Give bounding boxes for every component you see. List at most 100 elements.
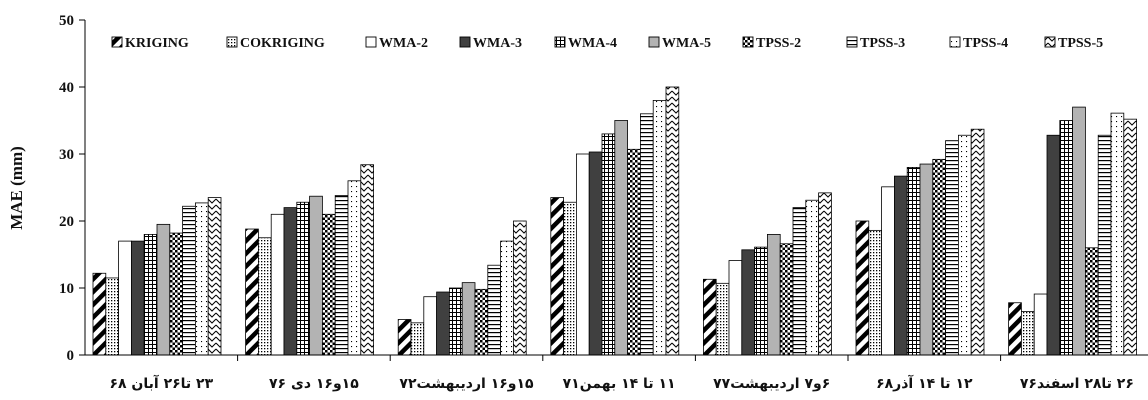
legend-swatch-wma-4: [554, 36, 566, 48]
bar-wma-3-0: [130, 240, 145, 356]
bar-tpss-2-5: [932, 158, 946, 356]
bar-tpss-4-5: [958, 134, 972, 356]
legend-label-wma-3: WMA-3: [473, 36, 522, 51]
x-category-label: ۱۲ تا ۱۴ آذر۶۸: [876, 374, 973, 392]
x-category-label: ۱۵و۱۶ دی ۷۶: [269, 376, 359, 392]
bar-wma-3-1: [283, 207, 298, 356]
legend-label-wma-2: WMA-2: [379, 36, 428, 51]
bar-tpss-2-2: [474, 288, 489, 356]
bar-tpss-4-1: [347, 180, 362, 356]
bar-tpss-4-2: [500, 240, 514, 356]
bar-tpss-3-3: [640, 113, 654, 356]
bar-tpss-2-1: [321, 213, 336, 356]
bar-tpss-5-1: [360, 164, 374, 356]
legend-swatch-tpss-5: [1044, 36, 1056, 48]
bar-tpss-5-6: [1123, 118, 1138, 356]
legend-label-wma-4: WMA-4: [568, 36, 617, 51]
y-tick-label: 50: [59, 13, 74, 29]
bar-wma-5-1: [309, 195, 323, 356]
legend-label-kriging: KRIGING: [125, 36, 189, 51]
x-category-label: ۱۵و۱۶ اردیبهشت۷۲: [399, 376, 534, 392]
legend-swatch-tpss-2: [742, 36, 754, 48]
bar-cokriging-3: [563, 201, 577, 356]
bar-wma-2-3: [576, 153, 590, 356]
y-tick-label: 20: [59, 214, 74, 230]
bar-kriging-3: [550, 197, 564, 356]
bar-cokriging-4: [715, 282, 730, 356]
x-category-labels: ۲۳ تا۲۶ آبان ۶۸ ۱۵و۱۶ دی ۷۶ ۱۵و۱۶ اردیبهشت…: [109, 355, 1134, 392]
legend-swatch-wma-3: [459, 36, 471, 48]
legend-label-wma-5: WMA-5: [662, 36, 711, 51]
bar-tpss-4-4: [805, 199, 819, 356]
bar-cokriging-2: [410, 322, 425, 356]
bar-wma-2-6: [1033, 293, 1048, 356]
y-axis-label: MAE (mm): [7, 146, 26, 230]
bar-tpss-4-0: [194, 202, 209, 356]
legend-label-tpss-2: TPSS-2: [756, 36, 801, 51]
bar-wma-2-5: [881, 186, 895, 356]
y-tick-label: 30: [59, 147, 74, 163]
bar-wma-4-2: [448, 287, 463, 356]
y-tick-label: 10: [59, 281, 74, 297]
bar-wma-5-6: [1072, 106, 1086, 356]
legend-swatch-tpss-4: [949, 36, 961, 48]
bar-tpss-3-5: [945, 140, 959, 356]
bar-cokriging-1: [257, 237, 272, 356]
y-tick-label: 40: [59, 80, 74, 96]
bar-tpss-5-5: [970, 128, 985, 356]
bar-cokriging-5: [868, 229, 882, 356]
bar-tpss-5-0: [207, 197, 222, 356]
x-category-label: ۲۳ تا۲۶ آبان ۶۸: [109, 374, 213, 392]
bar-wma-4-3: [601, 133, 616, 356]
bar-wma-5-5: [919, 163, 934, 356]
y-tick-label: 0: [67, 348, 75, 364]
bar-wma-4-0: [143, 233, 158, 356]
bar-wma-3-4: [741, 249, 755, 356]
bar-tpss-4-3: [652, 100, 667, 356]
bar-tpss-5-4: [818, 192, 832, 356]
bar-kriging-5: [855, 220, 870, 356]
legend-swatch-tpss-3: [846, 36, 858, 48]
legend: KRIGING COKRIGING WMA-2 WMA-3 WMA-4 WMA-5 TPSS…: [111, 36, 1103, 51]
bar-tpss-5-3: [665, 86, 680, 356]
x-category-label: ۲۶ تا۲۸ اسفند۷۶: [1020, 376, 1134, 392]
bar-wma-3-5: [894, 175, 908, 356]
bar-tpss-2-0: [169, 232, 184, 356]
bar-tpss-5-2: [513, 220, 527, 356]
bar-wma-5-0: [156, 223, 171, 356]
bar-wma-4-4: [754, 246, 768, 356]
y-ticks: 0 10 20 30 40 50: [59, 13, 85, 364]
bar-wma-2-2: [423, 296, 437, 356]
bar-kriging-2: [397, 319, 412, 356]
legend-label-tpss-4: TPSS-4: [963, 36, 1008, 51]
legend-swatch-cokriging: [226, 36, 238, 48]
bar-wma-2-1: [270, 213, 285, 356]
bar-wma-3-2: [436, 291, 450, 356]
bar-kriging-1: [245, 228, 259, 356]
bars: [92, 86, 1138, 356]
bar-wma-5-3: [614, 120, 628, 356]
legend-label-tpss-5: TPSS-5: [1058, 36, 1103, 51]
legend-label-tpss-3: TPSS-3: [860, 36, 905, 51]
bar-tpss-2-3: [627, 148, 641, 356]
legend-swatch-kriging: [111, 36, 123, 48]
bar-wma-4-5: [906, 166, 921, 356]
bar-cokriging-6: [1021, 311, 1035, 356]
bar-wma-2-4: [728, 260, 743, 356]
bar-wma-4-1: [296, 201, 310, 356]
x-category-label: ۶و۷ اردیبهشت۷۷: [713, 376, 830, 392]
bar-tpss-3-6: [1097, 134, 1112, 356]
bar-tpss-3-0: [182, 205, 196, 356]
axes: [84, 20, 1148, 356]
bar-tpss-3-4: [792, 207, 807, 356]
bar-kriging-6: [1008, 302, 1022, 356]
legend-swatch-wma-5: [648, 36, 660, 48]
bar-wma-3-3: [588, 151, 603, 356]
legend-swatch-wma-2: [365, 36, 377, 48]
legend-label-cokriging: COKRIGING: [240, 36, 325, 51]
bar-tpss-2-6: [1085, 247, 1099, 356]
bar-wma-2-0: [118, 240, 132, 356]
bar-wma-5-4: [767, 233, 781, 356]
x-category-label: ۱۱ تا ۱۴ بهمن۷۱: [563, 376, 676, 392]
